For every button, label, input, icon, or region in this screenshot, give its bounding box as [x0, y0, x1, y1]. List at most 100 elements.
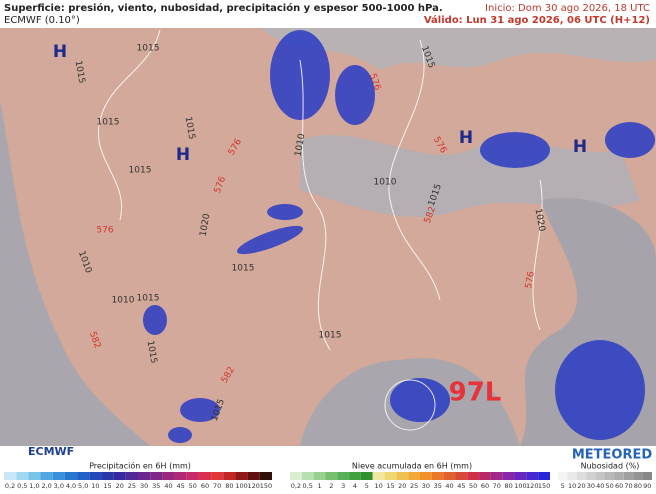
- precip-swatch: [150, 472, 163, 480]
- cloud-label: 20: [577, 482, 585, 490]
- cloud-swatch: [623, 472, 634, 480]
- isobar-label: 1020: [533, 208, 547, 233]
- model: ECMWF (0.10°): [4, 15, 80, 26]
- precip-title: Precipitación en 6H (mm): [89, 461, 191, 471]
- precip-swatch: [77, 472, 90, 480]
- precip-area: [168, 427, 192, 443]
- isobar-label: 1010: [374, 178, 397, 188]
- precip-label: 50: [189, 482, 197, 490]
- isobar-label: 1015: [145, 340, 159, 364]
- precip-label: 10: [91, 482, 99, 490]
- isobar: [384, 379, 436, 431]
- precip-label: 70: [213, 482, 221, 490]
- snow-swatch: [301, 472, 314, 480]
- snow-swatch: [455, 472, 468, 480]
- precip-label: 5,0: [78, 482, 88, 490]
- precip-swatch: [235, 472, 248, 480]
- title: Superficie: presión, viento, nubosidad, …: [4, 2, 443, 14]
- isobar-label: 1015: [232, 264, 255, 274]
- cloud-label: 50: [606, 482, 614, 490]
- precip-label: 15: [103, 482, 111, 490]
- isobar-label: 1015: [97, 118, 120, 128]
- cloud-label: 90: [643, 482, 651, 490]
- isobar: [97, 29, 161, 221]
- cloud-swatch: [567, 472, 577, 480]
- cloud-label: 80: [634, 482, 642, 490]
- isobar-label: 1015: [73, 60, 87, 84]
- precip-area: [267, 204, 303, 220]
- snow-swatch: [337, 472, 350, 480]
- snow-label: 4: [353, 482, 357, 490]
- high-pressure: H: [573, 137, 587, 157]
- precip-label: 1,0: [29, 482, 39, 490]
- cloud-swatch: [576, 472, 587, 480]
- snow-label: 40: [445, 482, 453, 490]
- isobar-label: 1015: [137, 294, 160, 304]
- snow-swatch: [408, 472, 420, 480]
- cloud-area: [300, 135, 640, 217]
- snow-label: 5: [365, 482, 369, 490]
- ecmwf-logo: ECMWF: [28, 445, 74, 458]
- snow-label: 15: [386, 482, 394, 490]
- isobar-label: 1015: [319, 331, 342, 341]
- snow-label: 1: [317, 482, 321, 490]
- isobar: [299, 59, 331, 351]
- precip-area: [335, 65, 375, 125]
- precip-swatch: [211, 472, 224, 480]
- precip-label: 40: [164, 482, 172, 490]
- cloud-swatch: [586, 472, 596, 480]
- snow-swatch: [325, 472, 338, 480]
- precip-area: [180, 398, 220, 422]
- init-time: Inicio: Dom 30 ago 2026, 18 UTC: [485, 3, 650, 14]
- precip-area: [143, 305, 167, 335]
- precip-area: [270, 30, 330, 120]
- snow-swatch: [526, 472, 539, 480]
- snow-swatch: [313, 472, 326, 480]
- precip-label: 20: [116, 482, 124, 490]
- precip-label: 150: [260, 482, 272, 490]
- snow-title: Nieve acumulada en 6H (mm): [352, 462, 472, 471]
- precip-swatch: [223, 472, 236, 480]
- precip-swatch: [101, 472, 114, 480]
- precip-label: 30: [140, 482, 148, 490]
- precip-label: 4,0: [66, 482, 76, 490]
- precip-swatch: [4, 472, 17, 480]
- snow-swatch: [372, 472, 385, 480]
- precip-area: [555, 340, 645, 440]
- precip-swatch: [247, 472, 260, 480]
- precip-label: 25: [128, 482, 136, 490]
- precip-area: [480, 132, 550, 168]
- isobar-label: 1010: [112, 296, 135, 306]
- isobars: [97, 29, 543, 431]
- snow-label: 2: [329, 482, 333, 490]
- precip-label: 100: [235, 482, 247, 490]
- snow-label: 70: [493, 482, 501, 490]
- snow-swatch: [290, 472, 302, 480]
- cloud-swatch: [642, 472, 652, 480]
- precip-swatch: [89, 472, 102, 480]
- precip-label: 45: [176, 482, 184, 490]
- snow-label: 100: [514, 482, 526, 490]
- precip-swatch: [174, 472, 187, 480]
- snow-label: 0,2: [291, 482, 301, 490]
- snow-swatch: [467, 472, 480, 480]
- snow-swatch: [479, 472, 491, 480]
- precip-area: [390, 378, 450, 422]
- precip-swatch: [198, 472, 212, 480]
- precip-label: 0,5: [17, 482, 27, 490]
- storm-label: 97L: [449, 378, 502, 408]
- snow-swatch: [360, 472, 373, 480]
- precip-swatch: [125, 472, 138, 480]
- precip-label: 3,0: [54, 482, 64, 490]
- snow-swatch: [514, 472, 527, 480]
- cloud-label: 30: [587, 482, 595, 490]
- cloud-label: 10: [568, 482, 576, 490]
- precip-label: 120: [248, 482, 260, 490]
- precip-swatch: [162, 472, 175, 480]
- cloud-label: 70: [624, 482, 632, 490]
- snow-label: 25: [410, 482, 418, 490]
- snow-label: 20: [398, 482, 406, 490]
- precip-label: 35: [152, 482, 160, 490]
- pacific: [0, 100, 150, 446]
- snow-label: 120: [526, 482, 538, 490]
